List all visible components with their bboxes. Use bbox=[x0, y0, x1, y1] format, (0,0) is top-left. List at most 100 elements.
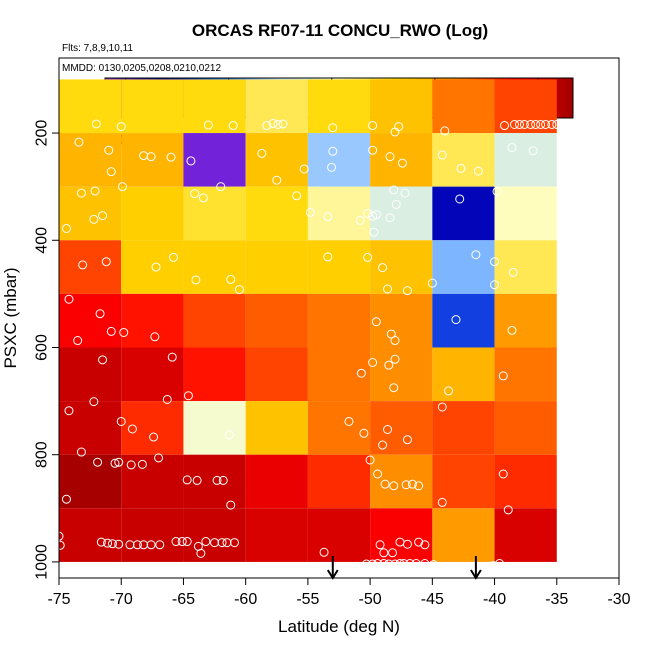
x-tick-label: -75 bbox=[47, 591, 70, 608]
data-point bbox=[139, 540, 149, 550]
heatmap-cell bbox=[494, 347, 557, 402]
observation-points bbox=[54, 118, 562, 571]
data-point bbox=[110, 458, 120, 468]
data-point bbox=[390, 559, 400, 569]
data-point bbox=[399, 559, 409, 569]
heatmap-cell bbox=[245, 454, 308, 509]
x-tick-label: -45 bbox=[421, 591, 444, 608]
data-point bbox=[490, 280, 500, 290]
heatmap-cell bbox=[432, 240, 495, 294]
data-point bbox=[514, 119, 524, 129]
data-point bbox=[373, 559, 383, 569]
data-point bbox=[402, 539, 412, 549]
data-point bbox=[552, 119, 562, 129]
data-point bbox=[55, 540, 65, 550]
plot-frame bbox=[58, 57, 620, 579]
data-point bbox=[90, 186, 100, 196]
data-point bbox=[365, 455, 375, 465]
heatmap-cell bbox=[245, 508, 308, 562]
data-point bbox=[116, 416, 126, 426]
data-point bbox=[507, 325, 517, 335]
heatmap-cell bbox=[59, 293, 122, 348]
heatmap-cell bbox=[183, 347, 246, 402]
data-point bbox=[420, 559, 430, 569]
data-point bbox=[526, 119, 536, 129]
heatmap-cell bbox=[245, 240, 308, 294]
data-point bbox=[292, 191, 302, 201]
data-point bbox=[119, 327, 129, 337]
data-point bbox=[509, 119, 519, 129]
chart-title: ORCAS RF07-11 CONCU_RWO (Log) bbox=[192, 21, 488, 40]
data-point bbox=[212, 475, 222, 485]
x-tick-label: -40 bbox=[483, 591, 506, 608]
data-point bbox=[359, 428, 369, 438]
heatmap-cell bbox=[245, 186, 308, 241]
data-point bbox=[389, 481, 399, 491]
data-point bbox=[368, 145, 378, 155]
data-point bbox=[471, 250, 481, 260]
data-point bbox=[146, 152, 156, 162]
data-point bbox=[495, 559, 505, 569]
data-point bbox=[384, 360, 394, 370]
heatmap-cell bbox=[307, 79, 371, 134]
heatmap-cell bbox=[245, 293, 308, 348]
data-point bbox=[451, 315, 461, 325]
data-point bbox=[137, 459, 147, 469]
data-point bbox=[411, 559, 421, 569]
data-point bbox=[547, 119, 557, 129]
data-point bbox=[95, 309, 105, 319]
heatmap-cell bbox=[432, 79, 495, 134]
data-point bbox=[190, 189, 200, 199]
data-point bbox=[114, 457, 124, 467]
data-point bbox=[498, 469, 508, 479]
y-tick-label: 400 bbox=[34, 227, 51, 254]
data-point bbox=[192, 475, 202, 485]
data-point bbox=[196, 548, 206, 558]
heatmap-cell bbox=[494, 240, 557, 294]
data-point bbox=[455, 194, 465, 204]
data-point bbox=[380, 479, 390, 489]
data-point bbox=[356, 368, 366, 378]
heatmap-cell bbox=[121, 133, 184, 187]
data-point bbox=[210, 538, 220, 548]
data-point bbox=[61, 223, 71, 233]
data-point bbox=[224, 430, 234, 440]
data-point bbox=[216, 182, 226, 192]
x-axis: -75 -70 -65 -60 -55 -50 -45 -40 -35 -30 bbox=[47, 578, 631, 608]
data-point bbox=[503, 505, 513, 515]
data-point bbox=[427, 278, 437, 288]
data-point bbox=[541, 119, 551, 129]
data-point bbox=[162, 394, 172, 404]
x-tick-label: -65 bbox=[172, 591, 195, 608]
data-point bbox=[155, 540, 165, 550]
data-point bbox=[76, 188, 86, 198]
data-point bbox=[368, 121, 378, 131]
data-point bbox=[368, 559, 378, 569]
heatmap-cell bbox=[121, 454, 184, 509]
heatmap-cell bbox=[494, 186, 557, 241]
heatmap-cell bbox=[183, 293, 246, 348]
data-point bbox=[150, 332, 160, 342]
data-point bbox=[305, 207, 315, 217]
data-point bbox=[389, 185, 399, 195]
data-point bbox=[299, 164, 309, 174]
dates-note: MMDD: 0130,0205,0208,0210,0212 bbox=[62, 63, 221, 74]
data-point bbox=[420, 540, 430, 550]
heatmap-cell bbox=[307, 454, 371, 509]
data-point bbox=[114, 539, 124, 549]
heatmap-cell bbox=[370, 293, 433, 348]
data-point bbox=[319, 547, 329, 557]
data-point bbox=[186, 156, 196, 166]
heatmap-cell bbox=[59, 508, 122, 562]
data-point bbox=[531, 119, 541, 129]
heatmap-cell bbox=[121, 401, 184, 455]
data-point bbox=[405, 559, 415, 569]
heatmap-cell bbox=[59, 133, 122, 187]
heatmap-cell bbox=[245, 401, 308, 455]
heatmap-cell bbox=[307, 133, 371, 187]
data-point bbox=[378, 263, 388, 273]
data-point bbox=[64, 294, 74, 304]
data-point bbox=[508, 267, 518, 277]
data-point bbox=[226, 500, 236, 510]
heatmap-cell bbox=[183, 186, 246, 241]
